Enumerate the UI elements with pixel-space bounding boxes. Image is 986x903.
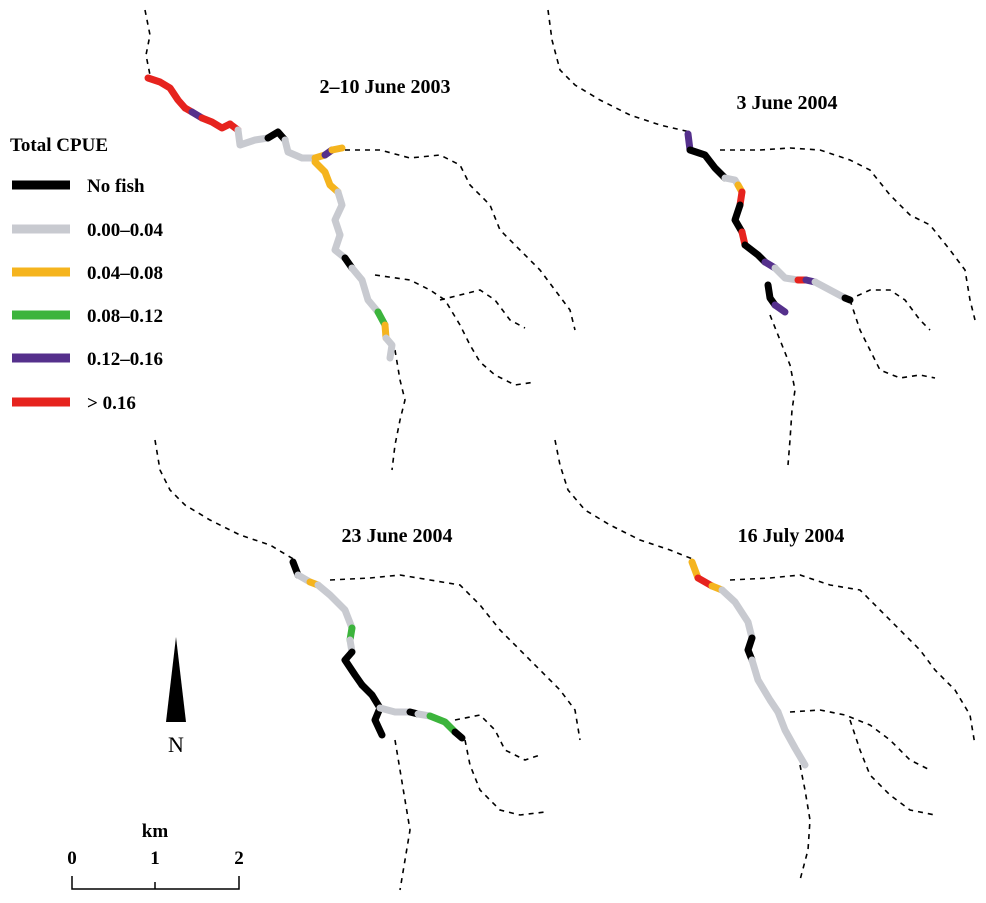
reach-segment [144, 74, 189, 112]
reach-segment [841, 294, 854, 304]
reach-segment [371, 704, 386, 739]
legend-title: Total CPUE [10, 135, 108, 156]
scale-tick-1: 1 [150, 848, 160, 869]
reach-segment [264, 128, 289, 144]
legend-label-gt-0-16: > 0.16 [87, 393, 136, 414]
reach-segment [311, 158, 342, 196]
reach-segment [234, 126, 272, 149]
reach-segment [774, 708, 809, 769]
north-label: N [168, 732, 184, 757]
reach-segment [426, 712, 459, 736]
reach-segment [686, 146, 729, 182]
stream-network-panel-4 [554, 439, 976, 881]
reach-segment [331, 231, 349, 262]
legend-label-0-08: 0.04–0.08 [87, 263, 163, 284]
panel-title-2: 3 June 2004 [736, 92, 837, 114]
scale-tick-2: 2 [234, 848, 244, 869]
legend: Total CPUE No fish 0.00–0.04 0.04–0.08 0… [10, 135, 164, 414]
reach-segment [331, 188, 346, 239]
scale-bar: km 0 1 2 [67, 821, 244, 890]
panel-title-4: 16 July 2004 [738, 525, 845, 547]
reach-segment [376, 704, 414, 716]
legend-label-0-04: 0.00–0.04 [87, 220, 164, 241]
reach-segment [358, 681, 384, 712]
reach-segment [771, 301, 789, 316]
sampled-reach-panel-3 [289, 558, 466, 742]
scale-bar-line [71, 876, 240, 890]
legend-label-0-16: 0.12–0.16 [87, 349, 163, 370]
scale-tick-0: 0 [67, 848, 77, 869]
reach-segment [328, 144, 346, 154]
reach-segment [811, 278, 849, 302]
reach-segment [281, 136, 319, 162]
sampled-reach-panel-4 [688, 558, 809, 769]
reach-segment [718, 586, 756, 642]
sampled-reach-panel-1 [144, 74, 396, 362]
reach-segment [348, 264, 382, 316]
stream-network-panel-3 [154, 439, 581, 891]
reach-segment [382, 334, 396, 362]
reach-segment [451, 728, 466, 742]
panel-title-1: 2–10 June 2003 [319, 76, 450, 98]
reach-segment [341, 648, 366, 689]
reach-segment [198, 114, 234, 132]
scale-unit: km [142, 821, 169, 842]
reach-segment [748, 656, 782, 716]
reach-segment [314, 581, 356, 632]
legend-label-0-12: 0.08–0.12 [87, 306, 163, 327]
reach-segment [771, 264, 802, 284]
north-arrow: N [166, 637, 186, 757]
legend-label-no-fish: No fish [87, 176, 145, 197]
reach-segment [741, 241, 769, 266]
stream-network-panel-2 [547, 9, 976, 466]
sampled-reach-panel-2 [684, 130, 854, 316]
reach-segment [744, 634, 756, 664]
reach-segment [731, 201, 746, 236]
north-arrow-icon [166, 637, 186, 722]
panel-title-3: 23 June 2004 [341, 525, 452, 547]
